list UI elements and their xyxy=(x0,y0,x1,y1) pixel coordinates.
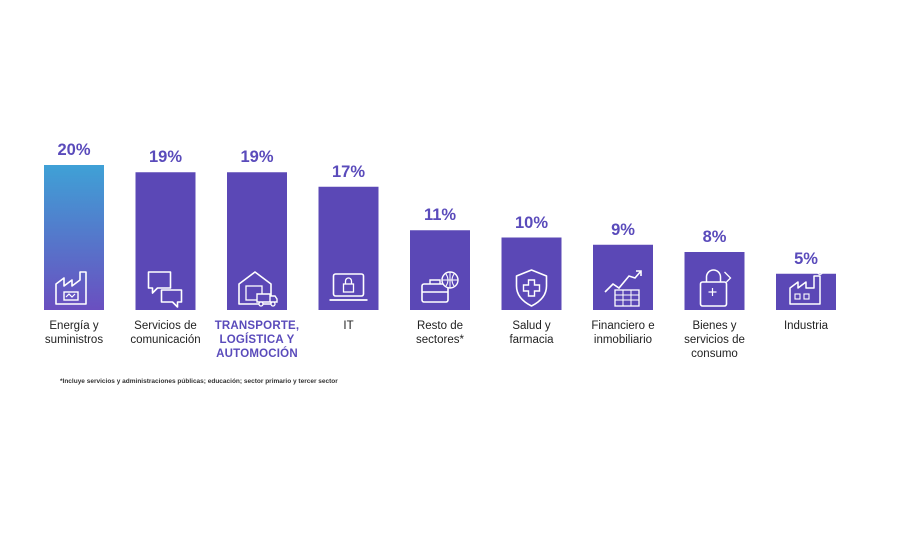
briefcase-globe-icon xyxy=(421,271,459,303)
data-label: 17% xyxy=(331,162,366,181)
category-label: IT xyxy=(343,320,354,332)
bar xyxy=(684,252,745,310)
bar xyxy=(135,172,196,310)
factory-icon xyxy=(55,271,87,305)
category-label: Resto de sectores* xyxy=(416,320,464,346)
warehouse-truck-icon xyxy=(238,271,278,307)
category-label: Salud y farmacia xyxy=(509,320,554,346)
chart-growth-icon xyxy=(604,270,642,307)
data-label: 11% xyxy=(423,206,457,225)
laptop-lock-icon xyxy=(329,273,368,301)
bar xyxy=(410,230,470,310)
data-label: 19% xyxy=(240,148,274,167)
bar xyxy=(501,237,562,310)
data-label: 5% xyxy=(794,249,818,268)
data-label: 10% xyxy=(514,213,549,232)
bar xyxy=(44,165,104,310)
data-label: 19% xyxy=(148,148,183,167)
category-label: Bienes y servicios de consumo xyxy=(684,320,745,360)
category-label: Financiero e inmobiliario xyxy=(591,320,655,346)
data-label: 8% xyxy=(702,228,727,246)
category-label: Industria xyxy=(783,320,829,332)
shield-cross-icon xyxy=(515,269,548,307)
chat-bubbles-icon xyxy=(147,271,183,308)
footnote: *Incluye servicios y administraciones pú… xyxy=(60,378,338,385)
category-label: Servicios de comunicación xyxy=(130,320,201,346)
data-label: 9% xyxy=(611,220,635,239)
category-label: Energía y suministros xyxy=(44,320,104,346)
shopping-bag-icon xyxy=(699,269,732,307)
bar xyxy=(318,186,379,310)
category-label: TRANSPORTE, LOGÍSTICA Y AUTOMOCIÓN xyxy=(214,320,300,360)
factory-building-icon xyxy=(789,268,826,305)
data-label: 20% xyxy=(57,141,91,159)
bar xyxy=(227,172,287,310)
